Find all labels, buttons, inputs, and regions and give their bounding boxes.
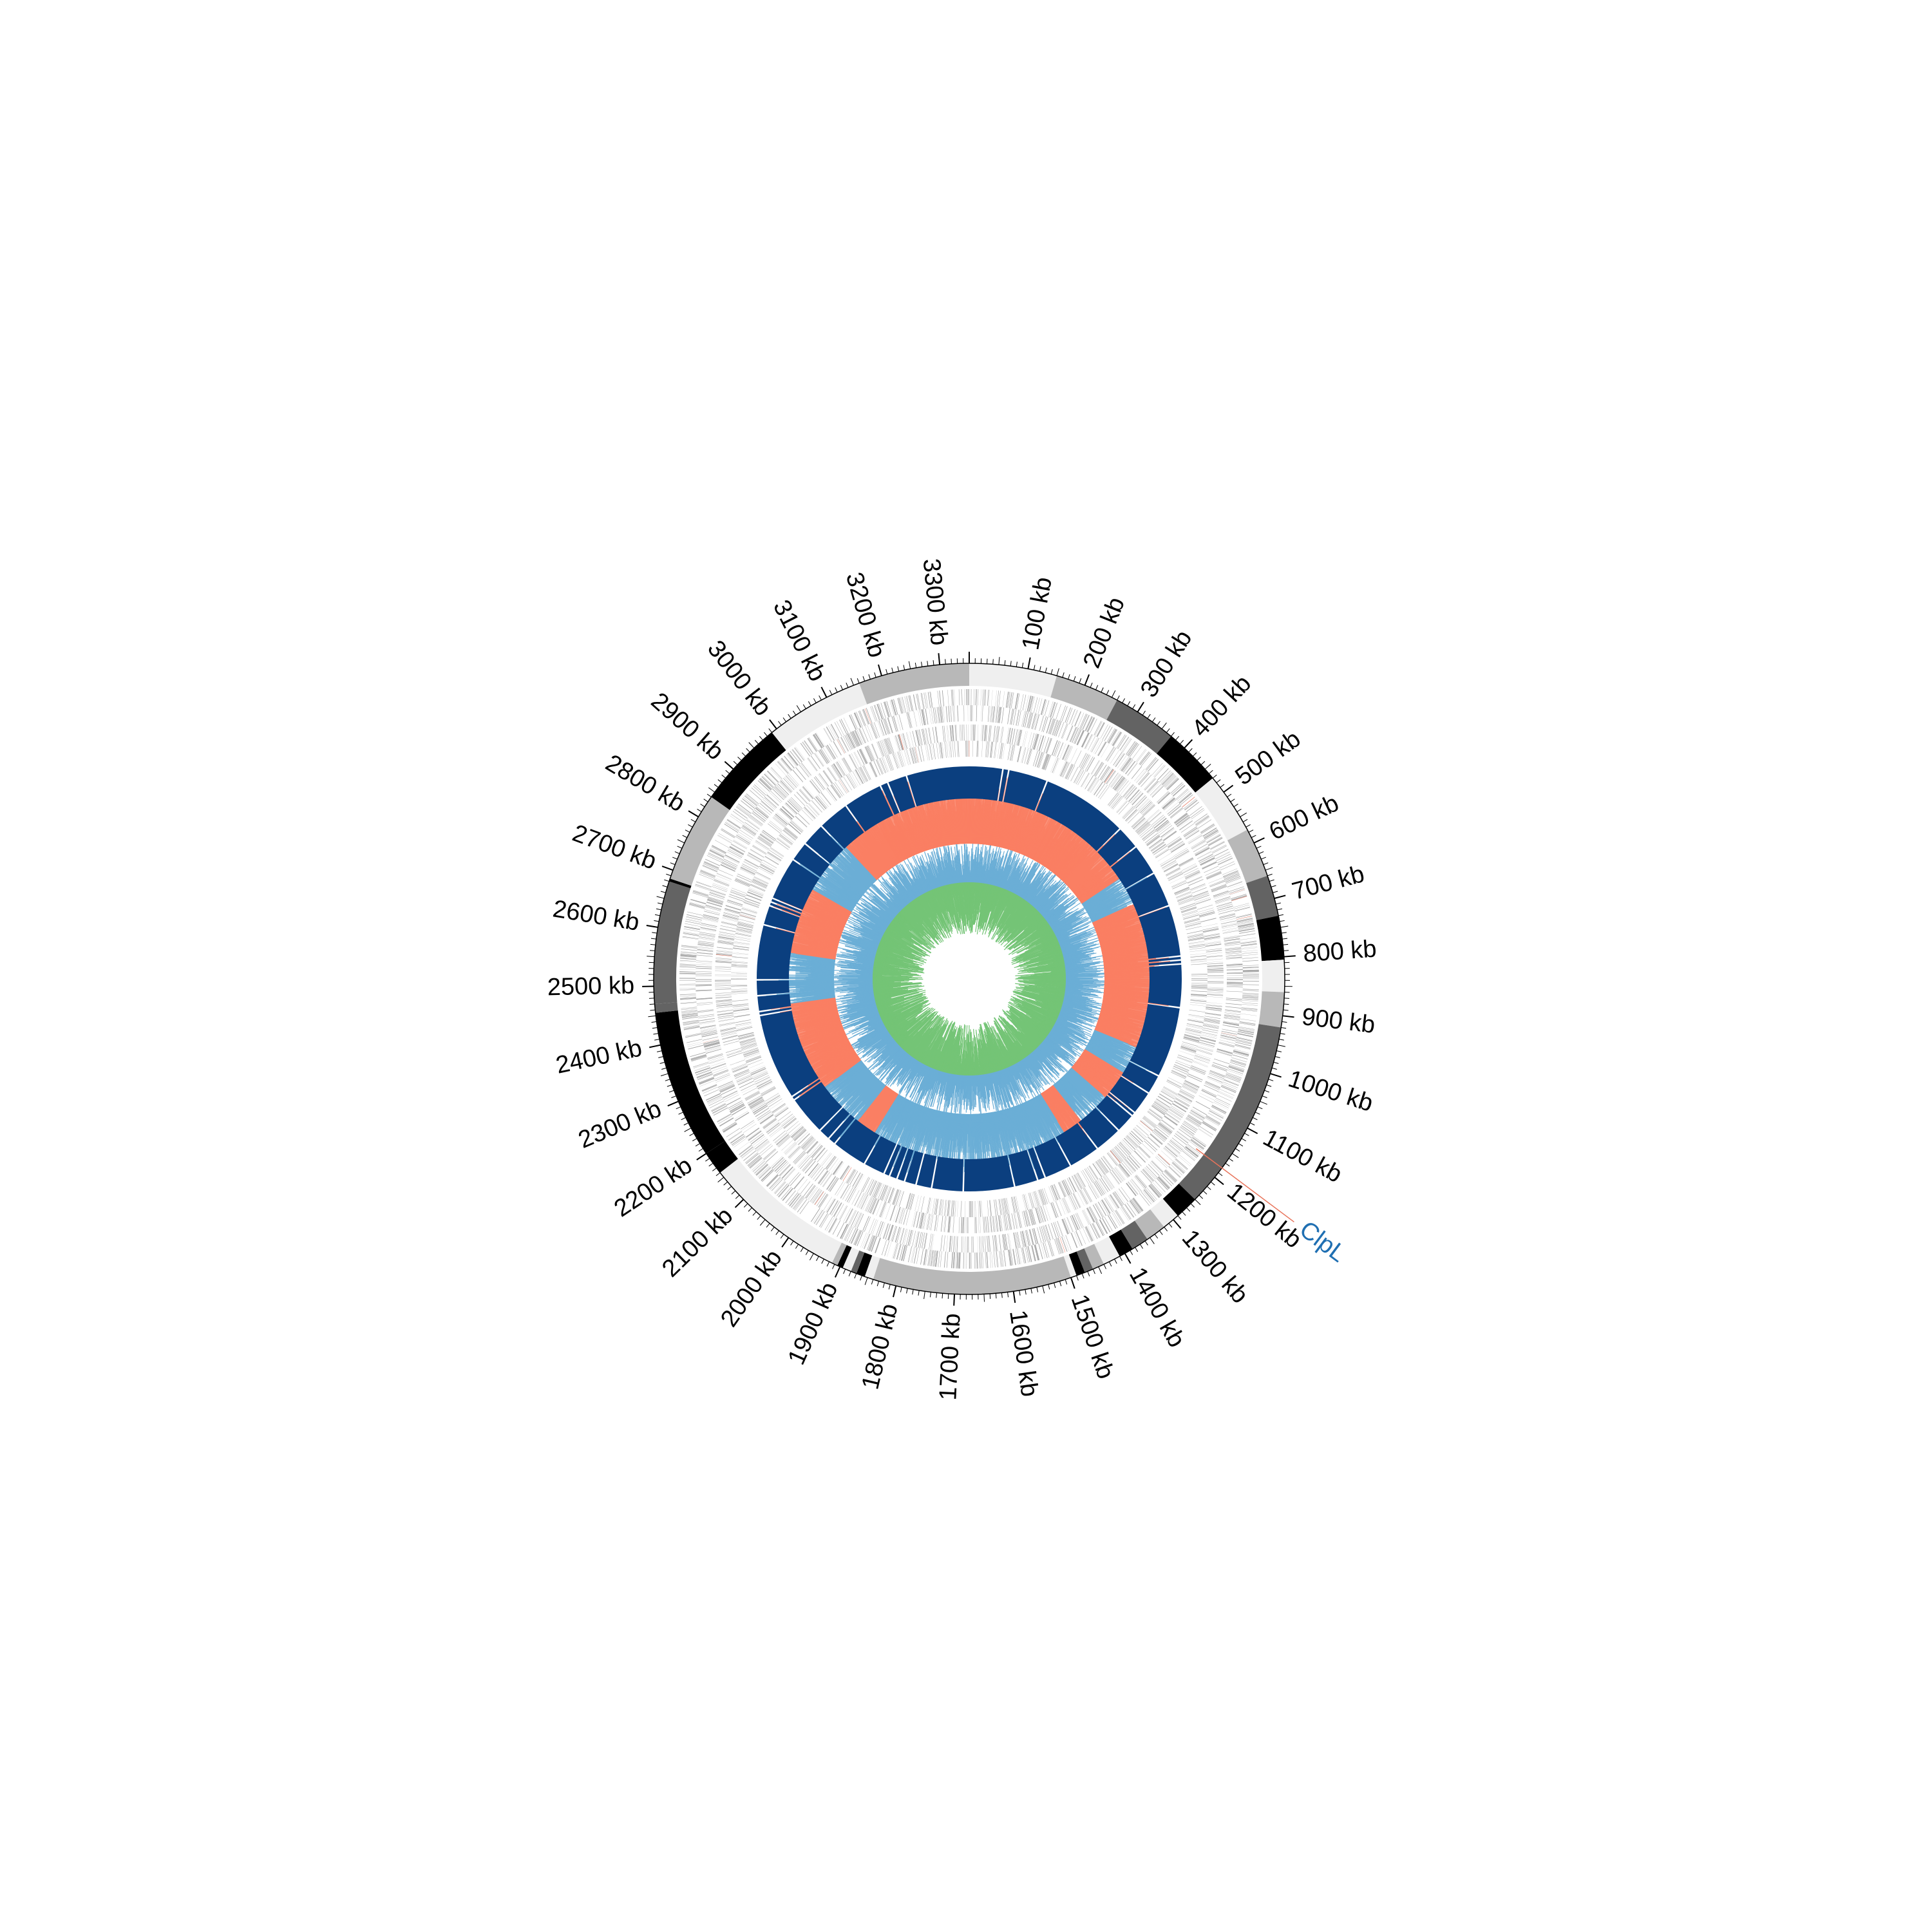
gc-spike-green [931, 1022, 952, 1068]
gc-spike-green [1014, 997, 1059, 1017]
gc-spike-green [1017, 933, 1055, 954]
gc-spike-green [903, 1019, 932, 1050]
gc-spike-green [1018, 942, 1059, 959]
gc-spike-green [1022, 991, 1063, 1002]
gc-spike-green [998, 898, 1024, 937]
inner-gc-content-track [831, 841, 1108, 1117]
